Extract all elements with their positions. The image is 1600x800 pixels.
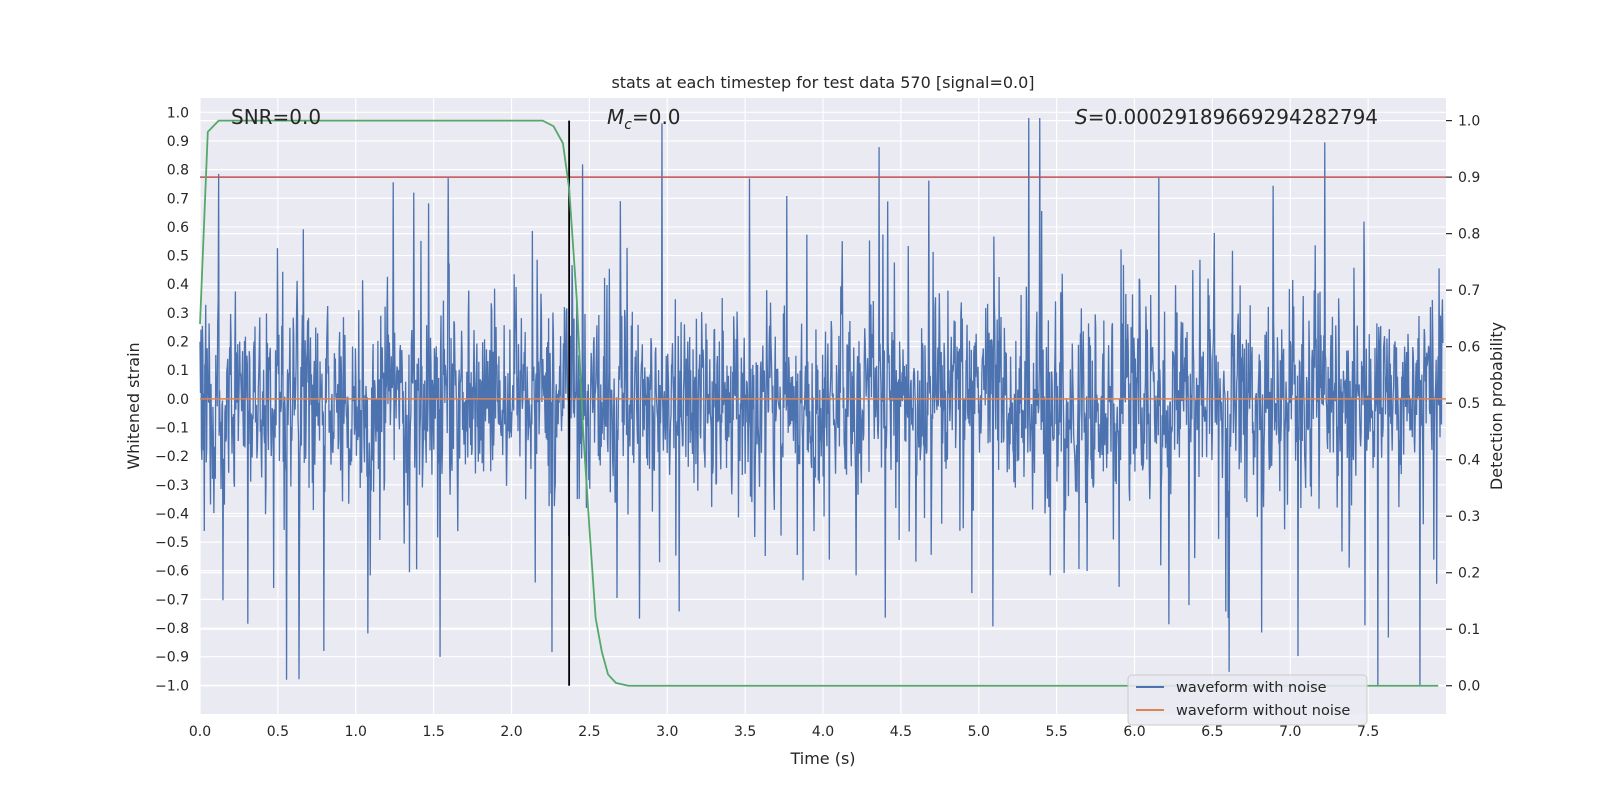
y-tick-label: 0.8	[167, 163, 189, 179]
y-tick-label: −0.5	[155, 535, 189, 551]
x-tick-label: 5.0	[968, 724, 990, 740]
mc-subscript: c	[624, 117, 632, 133]
legend-label-clean: waveform without noise	[1176, 703, 1350, 719]
y-tick-label: −0.9	[155, 650, 189, 666]
x-tick-label: 5.5	[1045, 724, 1067, 740]
s-symbol: S	[1075, 105, 1088, 129]
y2-tick-label: 0.7	[1458, 283, 1480, 299]
waveform-with-noise-line	[199, 118, 1444, 686]
x-tick-label: 1.0	[345, 724, 367, 740]
axis-ticks: 0.0 0.5 1.0 1.5 2.0 2.5 3.0 3.5 4.0 4.5 5.0 5.5 6.0 6…	[155, 105, 1480, 740]
x-tick-label: 4.0	[812, 724, 834, 740]
y-tick-label: −0.8	[155, 621, 189, 637]
x-tick-label: 6.5	[1201, 724, 1223, 740]
y2-tick-label: 0.3	[1458, 509, 1480, 525]
detection-probability-line	[199, 119, 1439, 687]
y2-tick-label: 0.1	[1458, 622, 1480, 638]
snr-annotation: SNR=0.0	[231, 105, 321, 129]
y-tick-label: 0.4	[167, 277, 189, 293]
y-axis-label: Whitened strain	[124, 342, 143, 469]
y2-tick-label: 0.4	[1458, 453, 1480, 469]
y-tick-label: 0.1	[167, 363, 189, 379]
x-tick-label: 0.5	[267, 724, 289, 740]
y2-tick-label: 0.8	[1458, 227, 1480, 243]
y-tick-label: −0.2	[155, 449, 189, 465]
s-statistic-annotation: S=0.00029189669294282794	[1075, 105, 1378, 129]
x-tick-label: 7.0	[1279, 724, 1301, 740]
y2-tick-label: 0.5	[1458, 396, 1480, 412]
y-tick-label: 0.7	[167, 191, 189, 207]
y-tick-label: 0.9	[167, 134, 189, 150]
y2-tick-label: 1.0	[1458, 114, 1480, 130]
y-tick-label: 0.3	[167, 306, 189, 322]
x-tick-label: 4.5	[890, 724, 912, 740]
y-tick-label: −0.4	[155, 506, 189, 522]
y-tick-label: −0.1	[155, 420, 189, 436]
x-axis-label: Time (s)	[789, 749, 855, 768]
legend: waveform with noise waveform without noi…	[1127, 674, 1368, 726]
x-tick-label: 1.5	[422, 724, 444, 740]
s-value: =0.00029189669294282794	[1088, 105, 1378, 129]
overlay-lines	[199, 119, 1446, 687]
y-tick-label: −0.6	[155, 564, 189, 580]
mc-symbol: M	[607, 105, 624, 129]
y2-tick-label: 0.2	[1458, 566, 1480, 582]
y2-tick-label: 0.9	[1458, 170, 1480, 186]
y-tick-label: −1.0	[155, 678, 189, 694]
x-tick-label: 3.5	[734, 724, 756, 740]
y-tick-label: 0.5	[167, 249, 189, 265]
y-tick-label: 0.0	[167, 392, 189, 408]
legend-box	[1127, 674, 1368, 726]
y-tick-label: 1.0	[167, 105, 189, 121]
x-tick-label: 2.5	[578, 724, 600, 740]
chart-title: stats at each timestep for test data 570…	[611, 73, 1034, 92]
y2-tick-label: 0.6	[1458, 340, 1480, 356]
y-tick-label: −0.3	[155, 478, 189, 494]
mc-value: =0.0	[632, 105, 681, 129]
series-waveform-with-noise	[199, 118, 1444, 686]
legend-label-noise: waveform with noise	[1176, 680, 1327, 696]
x-tick-label: 7.5	[1357, 724, 1379, 740]
x-tick-label: 6.0	[1123, 724, 1145, 740]
y2-axis-label: Detection probability	[1487, 322, 1506, 490]
y-tick-label: −0.7	[155, 592, 189, 608]
y-tick-label: 0.2	[167, 335, 189, 351]
y2-tick-label: 0.0	[1458, 679, 1480, 695]
y-tick-label: 0.6	[167, 220, 189, 236]
chirp-mass-annotation: Mc=0.0	[607, 105, 681, 133]
x-tick-label: 0.0	[189, 724, 211, 740]
x-tick-label: 3.0	[656, 724, 678, 740]
x-tick-label: 2.0	[500, 724, 522, 740]
